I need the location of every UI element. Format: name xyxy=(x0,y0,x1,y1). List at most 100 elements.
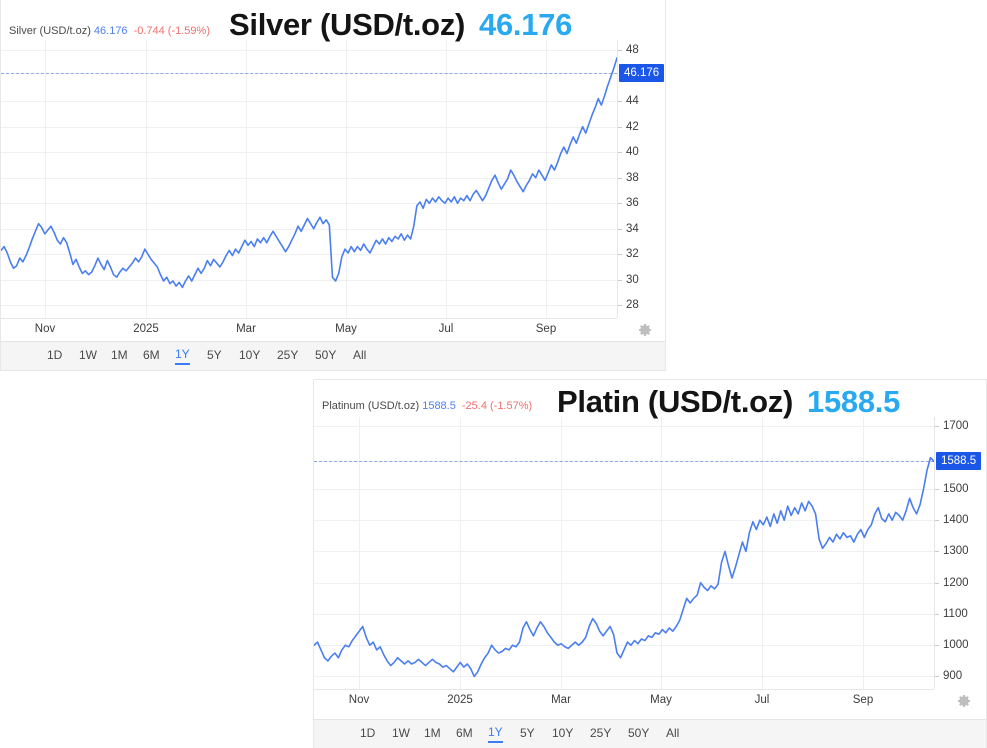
range-button-10y[interactable]: 10Y xyxy=(239,348,261,362)
x-axis-tick-label: May xyxy=(650,694,672,706)
y-tick-mark xyxy=(618,177,622,179)
platinum-plot-area xyxy=(314,417,934,689)
current-price-badge: 46.176 xyxy=(619,64,665,83)
platinum-legend-name: Platinum (USD/t.oz) xyxy=(322,400,420,412)
silver-plot-area xyxy=(1,40,617,318)
platinum-legend-price: 1588.5 xyxy=(422,400,456,412)
platinum-overlay-title-price: 1588.5 xyxy=(807,384,901,419)
y-tick-mark xyxy=(935,582,939,584)
y-axis-tick-label: 1300 xyxy=(943,545,969,558)
platinum-y-axis: 1700 1588.5 1500 1400 1300 1200 1100 1000 900 xyxy=(934,417,987,689)
range-button-50y[interactable]: 50Y xyxy=(628,726,650,740)
price-series-line xyxy=(1,57,617,289)
gridline-vertical xyxy=(661,417,662,689)
y-axis-tick-label: 1000 xyxy=(943,639,969,652)
gridline-vertical xyxy=(45,40,46,318)
platinum-overlay-title-text: Platin (USD/t.oz) xyxy=(557,384,793,419)
range-button-1y[interactable]: 1Y xyxy=(175,347,190,365)
gridline-horizontal xyxy=(1,177,617,179)
y-axis-tick-label: 36 xyxy=(626,197,639,210)
y-tick-mark xyxy=(618,254,622,256)
y-tick-mark xyxy=(618,305,622,307)
y-axis-tick-label: 38 xyxy=(626,171,639,184)
range-button-25y[interactable]: 25Y xyxy=(277,348,299,362)
range-button-6m[interactable]: 6M xyxy=(456,726,473,740)
price-reference-line xyxy=(1,73,617,75)
platinum-range-toolbar: 1D 1W 1M 6M 1Y 5Y 10Y 25Y 50Y All xyxy=(314,719,986,748)
x-axis-tick-label: Jul xyxy=(438,323,454,335)
silver-overlay-title-text: Silver (USD/t.oz) xyxy=(229,7,466,42)
silver-x-axis: Nov 2025 Mar May Jul Sep xyxy=(1,318,617,342)
silver-chart-panel: Silver (USD/t.oz) 46.176 -0.744 (-1.59%) S… xyxy=(0,0,666,371)
range-button-1d[interactable]: 1D xyxy=(47,348,63,362)
x-axis-tick-label: Sep xyxy=(852,694,874,706)
gridline-horizontal xyxy=(1,101,617,103)
gridline-vertical xyxy=(246,40,247,318)
gridline-horizontal xyxy=(314,676,934,678)
gridline-horizontal xyxy=(314,613,934,615)
y-tick-mark xyxy=(618,101,622,103)
y-tick-mark xyxy=(618,279,622,281)
range-button-10y[interactable]: 10Y xyxy=(552,726,574,740)
y-tick-mark xyxy=(935,520,939,522)
y-tick-mark xyxy=(935,488,939,490)
gridline-vertical xyxy=(561,417,562,689)
silver-legend-price: 46.176 xyxy=(93,25,128,37)
silver-legend: Silver (USD/t.oz) 46.176 -0.744 (-1.59%) xyxy=(9,24,210,38)
gridline-horizontal xyxy=(1,228,617,230)
platinum-legend: Platinum (USD/t.oz) 1588.5 -25.4 (-1.57%) xyxy=(322,399,532,413)
y-axis-tick-label: 1100 xyxy=(943,607,968,620)
range-button-1m[interactable]: 1M xyxy=(424,726,441,740)
gridline-horizontal xyxy=(314,488,934,490)
y-tick-mark xyxy=(618,152,622,154)
range-button-1d[interactable]: 1D xyxy=(360,726,376,740)
range-button-all[interactable]: All xyxy=(666,726,680,740)
x-axis-tick-label: Jul xyxy=(754,694,770,706)
silver-legend-change: -0.744 (-1.59%) xyxy=(133,25,210,37)
range-button-1y[interactable]: 1Y xyxy=(488,725,503,743)
gridline-horizontal xyxy=(1,126,617,128)
y-axis-tick-label: 48 xyxy=(626,44,639,57)
gridline-horizontal xyxy=(1,279,617,281)
range-button-all[interactable]: All xyxy=(353,348,367,362)
x-axis-tick-label: May xyxy=(335,323,357,335)
y-tick-mark xyxy=(935,645,939,647)
price-reference-line xyxy=(314,461,934,463)
y-tick-mark xyxy=(618,126,622,128)
y-axis-tick-label: 1700 xyxy=(943,420,969,433)
y-tick-mark xyxy=(618,50,622,52)
y-axis-tick-label: 34 xyxy=(626,222,639,235)
platinum-x-axis: Nov 2025 Mar May Jul Sep xyxy=(314,689,934,713)
range-button-1w[interactable]: 1W xyxy=(79,348,97,362)
gridline-horizontal xyxy=(1,50,617,52)
range-button-1w[interactable]: 1W xyxy=(392,726,410,740)
range-button-1m[interactable]: 1M xyxy=(111,348,128,362)
y-tick-mark xyxy=(935,676,939,678)
y-tick-mark xyxy=(935,551,939,553)
x-axis-tick-label: 2025 xyxy=(447,694,473,706)
silver-y-axis: 48 46.176 44 42 40 38 36 34 32 30 28 xyxy=(617,40,667,318)
gear-icon[interactable] xyxy=(956,693,972,709)
gridline-vertical xyxy=(863,417,864,689)
x-axis-tick-label: Mar xyxy=(551,694,571,706)
gridline-horizontal xyxy=(314,520,934,522)
y-tick-mark xyxy=(618,228,622,230)
y-axis-tick-label: 30 xyxy=(626,273,639,286)
y-axis-tick-label: 900 xyxy=(943,670,963,683)
y-axis-tick-label: 1500 xyxy=(943,482,969,495)
gear-icon[interactable] xyxy=(637,322,653,338)
range-button-6m[interactable]: 6M xyxy=(143,348,160,362)
x-axis-tick-label: Nov xyxy=(348,694,370,706)
range-button-50y[interactable]: 50Y xyxy=(315,348,337,362)
range-button-5y[interactable]: 5Y xyxy=(520,726,535,740)
gridline-vertical xyxy=(359,417,360,689)
price-series-line xyxy=(314,456,934,678)
range-button-5y[interactable]: 5Y xyxy=(207,348,222,362)
y-axis-tick-label: 1200 xyxy=(943,576,969,589)
gridline-vertical xyxy=(346,40,347,318)
range-button-25y[interactable]: 25Y xyxy=(590,726,612,740)
gridline-vertical xyxy=(762,417,763,689)
platinum-chart-panel: Platinum (USD/t.oz) 1588.5 -25.4 (-1.57%) … xyxy=(313,379,987,748)
gridline-horizontal xyxy=(314,582,934,584)
